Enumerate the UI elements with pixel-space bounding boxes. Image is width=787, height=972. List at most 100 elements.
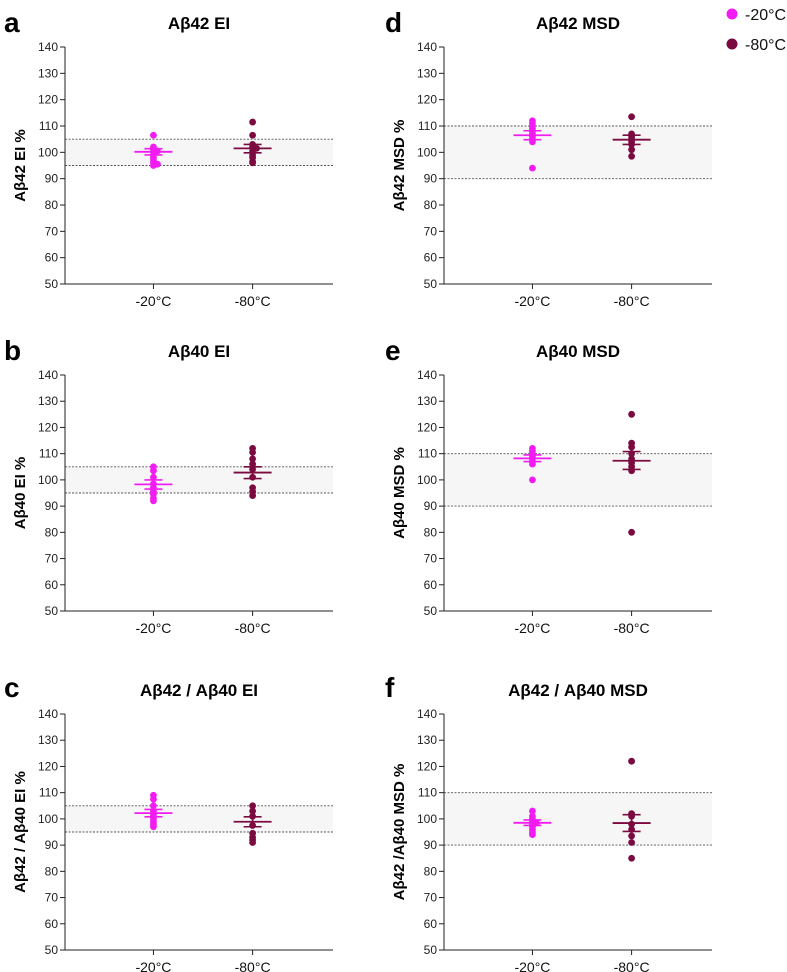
y-tick-label: 50	[424, 943, 438, 957]
data-point	[150, 162, 157, 169]
y-tick-label: 60	[424, 917, 438, 931]
data-point	[150, 795, 157, 803]
y-tick-label: 80	[424, 198, 438, 212]
y-tick-label: 50	[45, 277, 59, 291]
data-point	[628, 839, 635, 846]
y-tick-label: 50	[45, 604, 59, 618]
x-tick-label: -80°C	[614, 293, 650, 309]
panel-title: Aβ42 MSD	[536, 14, 620, 33]
x-tick-label: -80°C	[235, 620, 271, 636]
legend-label: -80°C	[745, 37, 786, 54]
y-tick-label: 140	[417, 40, 437, 54]
data-point	[529, 476, 536, 484]
y-tick-label: 50	[424, 604, 438, 618]
data-point	[628, 113, 635, 121]
y-tick-label: 110	[418, 786, 437, 800]
x-tick-label: -20°C	[514, 293, 550, 309]
data-point	[628, 443, 635, 451]
y-tick-label: 60	[424, 251, 438, 265]
chart-panel-b: b Aβ40 EI 50 60 70 80 90 100 110 120 130 140 -20°C -8…	[4, 335, 333, 636]
y-tick-label: 140	[417, 707, 437, 721]
reference-band	[444, 126, 712, 179]
panel-title: Aβ40 MSD	[536, 342, 620, 361]
y-tick-label: 60	[45, 578, 59, 592]
y-tick-label: 100	[38, 812, 58, 826]
x-tick-label: -20°C	[135, 959, 171, 972]
y-tick-label: 140	[38, 368, 58, 382]
y-tick-label: 90	[45, 499, 59, 513]
y-tick-label: 70	[45, 224, 59, 238]
data-point	[249, 802, 256, 810]
data-point	[150, 473, 157, 481]
data-point	[529, 831, 536, 839]
y-tick-label: 100	[417, 812, 437, 826]
legend-marker	[726, 38, 738, 50]
data-point	[628, 854, 635, 862]
y-axis-label: Aβ40 MSD %	[391, 447, 408, 539]
y-tick-label: 140	[38, 707, 58, 721]
y-tick-label: 70	[45, 891, 59, 905]
y-tick-label: 80	[45, 864, 59, 878]
panel-letter: b	[4, 335, 21, 366]
x-tick-label: -20°C	[514, 959, 550, 972]
y-axis-label: Aβ42 / Aβ40 EI %	[12, 771, 29, 893]
data-point	[150, 131, 157, 139]
chart-panel-c: c Aβ42 / Aβ40 EI 50 60 70 80 90 100 110 120 130 140…	[4, 672, 333, 972]
x-tick-label: -80°C	[614, 959, 650, 972]
panel-title: Aβ42 / Aβ40 MSD	[508, 681, 648, 700]
y-tick-label: 100	[38, 473, 58, 487]
legend-marker	[726, 8, 738, 20]
y-tick-label: 130	[417, 394, 437, 408]
y-tick-label: 60	[45, 917, 59, 931]
data-point	[529, 807, 536, 815]
y-tick-label: 100	[38, 145, 58, 159]
y-axis-label: Aβ42 /Aβ40 MSD %	[391, 764, 408, 901]
y-tick-label: 120	[417, 93, 437, 107]
reference-band	[65, 466, 333, 493]
y-tick-label: 50	[45, 943, 59, 957]
data-point	[150, 802, 157, 810]
y-tick-label: 120	[38, 93, 58, 107]
data-point	[628, 528, 635, 536]
data-point	[249, 839, 256, 846]
chart-panel-d: d Aβ42 MSD 50 60 70 80 90 100 110 120 130 140 -20°C -…	[385, 7, 712, 309]
y-tick-label: 130	[38, 66, 58, 80]
y-tick-label: 120	[417, 759, 437, 773]
x-tick-label: -80°C	[235, 959, 271, 972]
panel-letter: d	[385, 7, 402, 38]
y-tick-label: 100	[417, 145, 437, 159]
y-tick-label: 70	[424, 552, 438, 566]
legend-label: -20°C	[745, 7, 786, 24]
y-tick-label: 120	[38, 420, 58, 434]
chart-panel-f: f Aβ42 / Aβ40 MSD 50 60 70 80 90 100 110 120 130 14…	[385, 672, 712, 972]
y-axis-label: Aβ40 EI %	[12, 457, 29, 530]
data-point	[150, 497, 157, 505]
y-tick-label: 80	[45, 198, 59, 212]
y-tick-label: 110	[39, 119, 58, 133]
panel-letter: f	[385, 672, 395, 703]
data-point	[628, 146, 635, 154]
y-tick-label: 130	[417, 733, 437, 747]
y-tick-label: 130	[38, 733, 58, 747]
data-point	[249, 448, 256, 456]
panel-title: Aβ42 / Aβ40 EI	[140, 681, 258, 700]
y-tick-label: 80	[424, 864, 438, 878]
x-tick-label: -20°C	[135, 620, 171, 636]
y-tick-label: 110	[418, 119, 437, 133]
y-tick-label: 110	[418, 447, 437, 461]
x-tick-label: -20°C	[514, 620, 550, 636]
data-point	[628, 152, 635, 160]
data-point	[249, 460, 256, 468]
y-tick-label: 70	[424, 224, 438, 238]
y-tick-label: 90	[424, 838, 438, 852]
data-point	[249, 159, 256, 167]
reference-band	[65, 805, 333, 832]
data-point	[249, 807, 256, 815]
data-point	[628, 410, 635, 418]
x-tick-label: -20°C	[135, 293, 171, 309]
panel-letter: a	[4, 7, 20, 38]
data-point	[529, 164, 536, 172]
y-tick-label: 140	[38, 40, 58, 54]
y-tick-label: 80	[424, 525, 438, 539]
data-point	[249, 131, 256, 139]
